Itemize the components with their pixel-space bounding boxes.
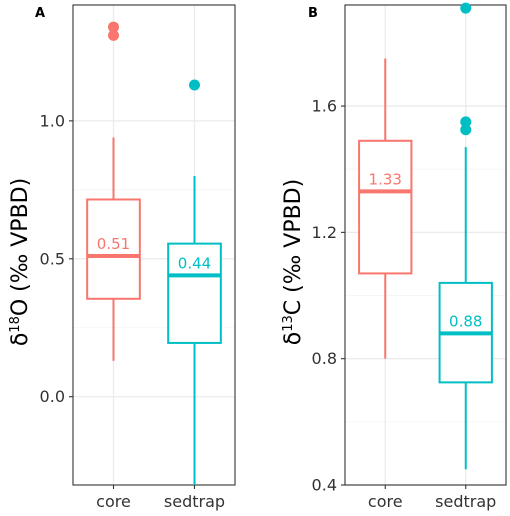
x-tick-label: sedtrap xyxy=(435,492,496,511)
y-axis-title: δ18O (‰ VPBD) xyxy=(8,178,33,346)
y-tick-label: 0.0 xyxy=(40,387,65,406)
x-tick-label: core xyxy=(96,492,131,511)
y-tick-label: 0.8 xyxy=(312,349,337,368)
y-tick-label: 0.4 xyxy=(312,476,337,495)
box-sedtrap: 0.44 xyxy=(167,79,222,485)
y-axis-title-delta: δ xyxy=(281,332,306,345)
x-tick-label: sedtrap xyxy=(164,492,225,511)
y-tick-label: 1.6 xyxy=(312,97,337,116)
outlier-point xyxy=(189,79,200,91)
outlier-point xyxy=(108,21,119,33)
y-axis-title-superscript: 13 xyxy=(281,315,296,332)
box-iqr xyxy=(86,198,141,300)
y-axis-title-delta: δ xyxy=(8,333,33,346)
outlier-point xyxy=(460,116,472,128)
y-axis-title-element: C xyxy=(281,293,306,315)
panel-border xyxy=(72,4,236,486)
y-axis-title-element: O xyxy=(8,292,33,316)
panel-letter: A xyxy=(35,6,45,21)
outlier-point xyxy=(460,2,472,14)
y-tick-label: 1.2 xyxy=(312,223,337,242)
box-iqr xyxy=(358,139,413,275)
y-axis-title-unit: (‰ VPBD) xyxy=(8,178,33,292)
y-axis-title-superscript: 18 xyxy=(8,316,23,333)
y-tick-label: 1.0 xyxy=(40,111,65,130)
box-core: 1.33 xyxy=(358,58,413,359)
outlier-point xyxy=(460,124,472,136)
box-core: 0.51 xyxy=(86,21,141,361)
median-label: 0.51 xyxy=(97,235,130,253)
x-tick-label: core xyxy=(368,492,403,511)
outlier-point xyxy=(108,29,119,41)
y-axis-title-unit: (‰ VPBD) xyxy=(281,179,306,293)
box-iqr xyxy=(167,242,222,344)
median-label: 0.44 xyxy=(178,254,211,272)
y-tick-label: 0.5 xyxy=(40,249,65,268)
box-sedtrap: 0.88 xyxy=(438,2,493,470)
panel-letter: B xyxy=(308,6,318,21)
median-label: 0.88 xyxy=(449,312,482,330)
panel-border xyxy=(344,4,507,486)
y-axis-title: δ13C (‰ VPBD) xyxy=(281,179,306,345)
median-label: 1.33 xyxy=(369,170,402,188)
